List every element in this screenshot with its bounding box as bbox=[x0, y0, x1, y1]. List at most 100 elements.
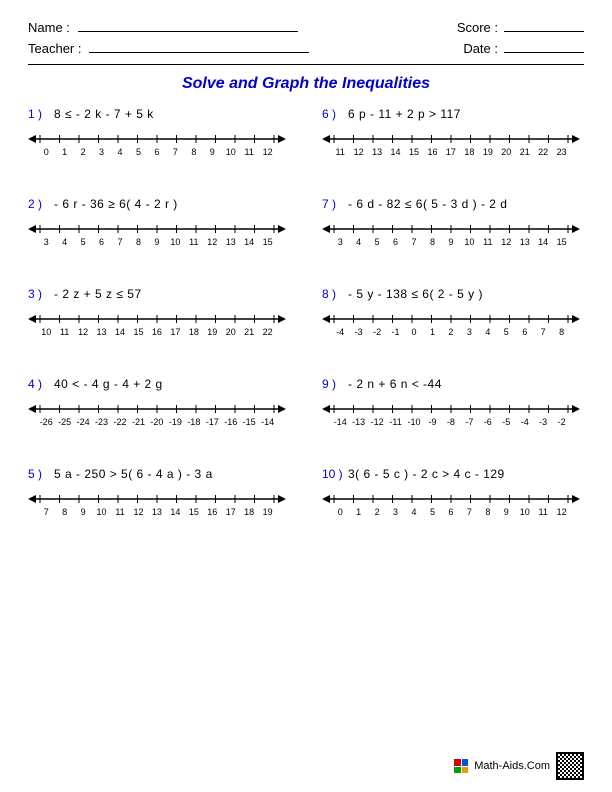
date-label: Date : bbox=[463, 41, 498, 56]
tick-label: -4 bbox=[516, 417, 534, 427]
tick-label: 3 bbox=[331, 237, 349, 247]
tick-label: 10 bbox=[166, 237, 184, 247]
problem-line: 3 ) - 2 z + 5 z ≤ 57 bbox=[28, 287, 290, 301]
tick-label: -25 bbox=[55, 417, 73, 427]
problem-number: 2 ) bbox=[28, 197, 54, 211]
tick-label: 9 bbox=[203, 147, 221, 157]
tick-label: 4 bbox=[405, 507, 423, 517]
number-line: 10111213141516171819202122 bbox=[28, 311, 286, 345]
tick-label: 16 bbox=[423, 147, 441, 157]
problem-number: 1 ) bbox=[28, 107, 54, 121]
tick-label: 18 bbox=[240, 507, 258, 517]
problem-number: 8 ) bbox=[322, 287, 348, 301]
tick-label: 1 bbox=[349, 507, 367, 517]
teacher-label: Teacher : bbox=[28, 41, 81, 56]
tick-label: -1 bbox=[386, 327, 404, 337]
problem-line: 4 ) 40 < - 4 g - 4 + 2 g bbox=[28, 377, 290, 391]
tick-label: -22 bbox=[111, 417, 129, 427]
tick-label: 10 bbox=[516, 507, 534, 517]
tick-label: 21 bbox=[516, 147, 534, 157]
tick-label: 7 bbox=[460, 507, 478, 517]
tick-label: 11 bbox=[55, 327, 73, 337]
tick-label: -12 bbox=[368, 417, 386, 427]
tick-label: 10 bbox=[460, 237, 478, 247]
problem: 1 ) 8 ≤ - 2 k - 7 + 5 k 0123456789101112 bbox=[28, 107, 290, 165]
tick-label: -7 bbox=[460, 417, 478, 427]
tick-label: -6 bbox=[479, 417, 497, 427]
problem-expression: - 6 d - 82 ≤ 6( 5 - 3 d ) - 2 d bbox=[348, 197, 507, 211]
tick-label: -11 bbox=[386, 417, 404, 427]
problem-line: 8 ) - 5 y - 138 ≤ 6( 2 - 5 y ) bbox=[322, 287, 584, 301]
name-label: Name : bbox=[28, 20, 70, 35]
footer: Math-Aids.Com bbox=[454, 752, 584, 780]
qr-icon bbox=[556, 752, 584, 780]
problem-line: 10 ) 3( 6 - 5 c ) - 2 c > 4 c - 129 bbox=[322, 467, 584, 481]
tick-label: 7 bbox=[534, 327, 552, 337]
tick-labels: 3456789101112131415 bbox=[28, 237, 286, 247]
tick-label: 6 bbox=[148, 147, 166, 157]
problem: 8 ) - 5 y - 138 ≤ 6( 2 - 5 y ) -4-3-2-10… bbox=[322, 287, 584, 345]
tick-label: 3 bbox=[37, 237, 55, 247]
tick-label: 20 bbox=[497, 147, 515, 157]
number-line: -14-13-12-11-10-9-8-7-6-5-4-3-2 bbox=[322, 401, 580, 435]
tick-label: 11 bbox=[479, 237, 497, 247]
tick-label: 19 bbox=[479, 147, 497, 157]
tick-label: 10 bbox=[222, 147, 240, 157]
problem-row: 2 ) - 6 r - 36 ≥ 6( 4 - 2 r ) 3456789101… bbox=[28, 197, 584, 255]
teacher-blank bbox=[89, 39, 309, 53]
score-field: Score : bbox=[457, 18, 584, 35]
tick-label: 16 bbox=[203, 507, 221, 517]
tick-label: -13 bbox=[349, 417, 367, 427]
tick-label: 13 bbox=[516, 237, 534, 247]
tick-label: 4 bbox=[479, 327, 497, 337]
tick-labels: 0123456789101112 bbox=[322, 507, 580, 517]
date-blank bbox=[504, 39, 584, 53]
number-line: 3456789101112131415 bbox=[28, 221, 286, 255]
tick-label: -8 bbox=[442, 417, 460, 427]
name-blank bbox=[78, 18, 298, 32]
problem-number: 9 ) bbox=[322, 377, 348, 391]
tick-label: 5 bbox=[423, 507, 441, 517]
problem-row: 3 ) - 2 z + 5 z ≤ 57 1011121314151617181… bbox=[28, 287, 584, 345]
tick-labels: -14-13-12-11-10-9-8-7-6-5-4-3-2 bbox=[322, 417, 580, 427]
tick-label: 5 bbox=[368, 237, 386, 247]
tick-label: -14 bbox=[331, 417, 349, 427]
tick-label: 22 bbox=[534, 147, 552, 157]
problem: 7 ) - 6 d - 82 ≤ 6( 5 - 3 d ) - 2 d 3456… bbox=[322, 197, 584, 255]
problem-line: 2 ) - 6 r - 36 ≥ 6( 4 - 2 r ) bbox=[28, 197, 290, 211]
problem-number: 4 ) bbox=[28, 377, 54, 391]
tick-label: 17 bbox=[222, 507, 240, 517]
teacher-field: Teacher : bbox=[28, 39, 309, 56]
number-line: 3456789101112131415 bbox=[322, 221, 580, 255]
tick-label: 17 bbox=[166, 327, 184, 337]
problem: 2 ) - 6 r - 36 ≥ 6( 4 - 2 r ) 3456789101… bbox=[28, 197, 290, 255]
tick-label: 13 bbox=[92, 327, 110, 337]
tick-label: 8 bbox=[185, 147, 203, 157]
tick-label: -9 bbox=[423, 417, 441, 427]
tick-label: 4 bbox=[111, 147, 129, 157]
tick-label: 0 bbox=[331, 507, 349, 517]
tick-label: 2 bbox=[74, 147, 92, 157]
tick-label: -4 bbox=[331, 327, 349, 337]
problem-line: 6 ) 6 p - 11 + 2 p > 117 bbox=[322, 107, 584, 121]
number-line: 0123456789101112 bbox=[322, 491, 580, 525]
tick-label: 15 bbox=[129, 327, 147, 337]
tick-labels: 3456789101112131415 bbox=[322, 237, 580, 247]
tick-label: -17 bbox=[203, 417, 221, 427]
tick-label: 19 bbox=[258, 507, 276, 517]
tick-label: 19 bbox=[203, 327, 221, 337]
problem-number: 6 ) bbox=[322, 107, 348, 121]
tick-label: 5 bbox=[74, 237, 92, 247]
problem-number: 3 ) bbox=[28, 287, 54, 301]
tick-label: 11 bbox=[111, 507, 129, 517]
problem-number: 5 ) bbox=[28, 467, 54, 481]
tick-labels: -26-25-24-23-22-21-20-19-18-17-16-15-14 bbox=[28, 417, 286, 427]
tick-label: 11 bbox=[240, 147, 258, 157]
tick-label: 9 bbox=[74, 507, 92, 517]
tick-label: 7 bbox=[37, 507, 55, 517]
tick-label: 4 bbox=[349, 237, 367, 247]
tick-label: 4 bbox=[55, 237, 73, 247]
tick-label: 11 bbox=[534, 507, 552, 517]
date-field: Date : bbox=[463, 39, 584, 56]
tick-label: -26 bbox=[37, 417, 55, 427]
